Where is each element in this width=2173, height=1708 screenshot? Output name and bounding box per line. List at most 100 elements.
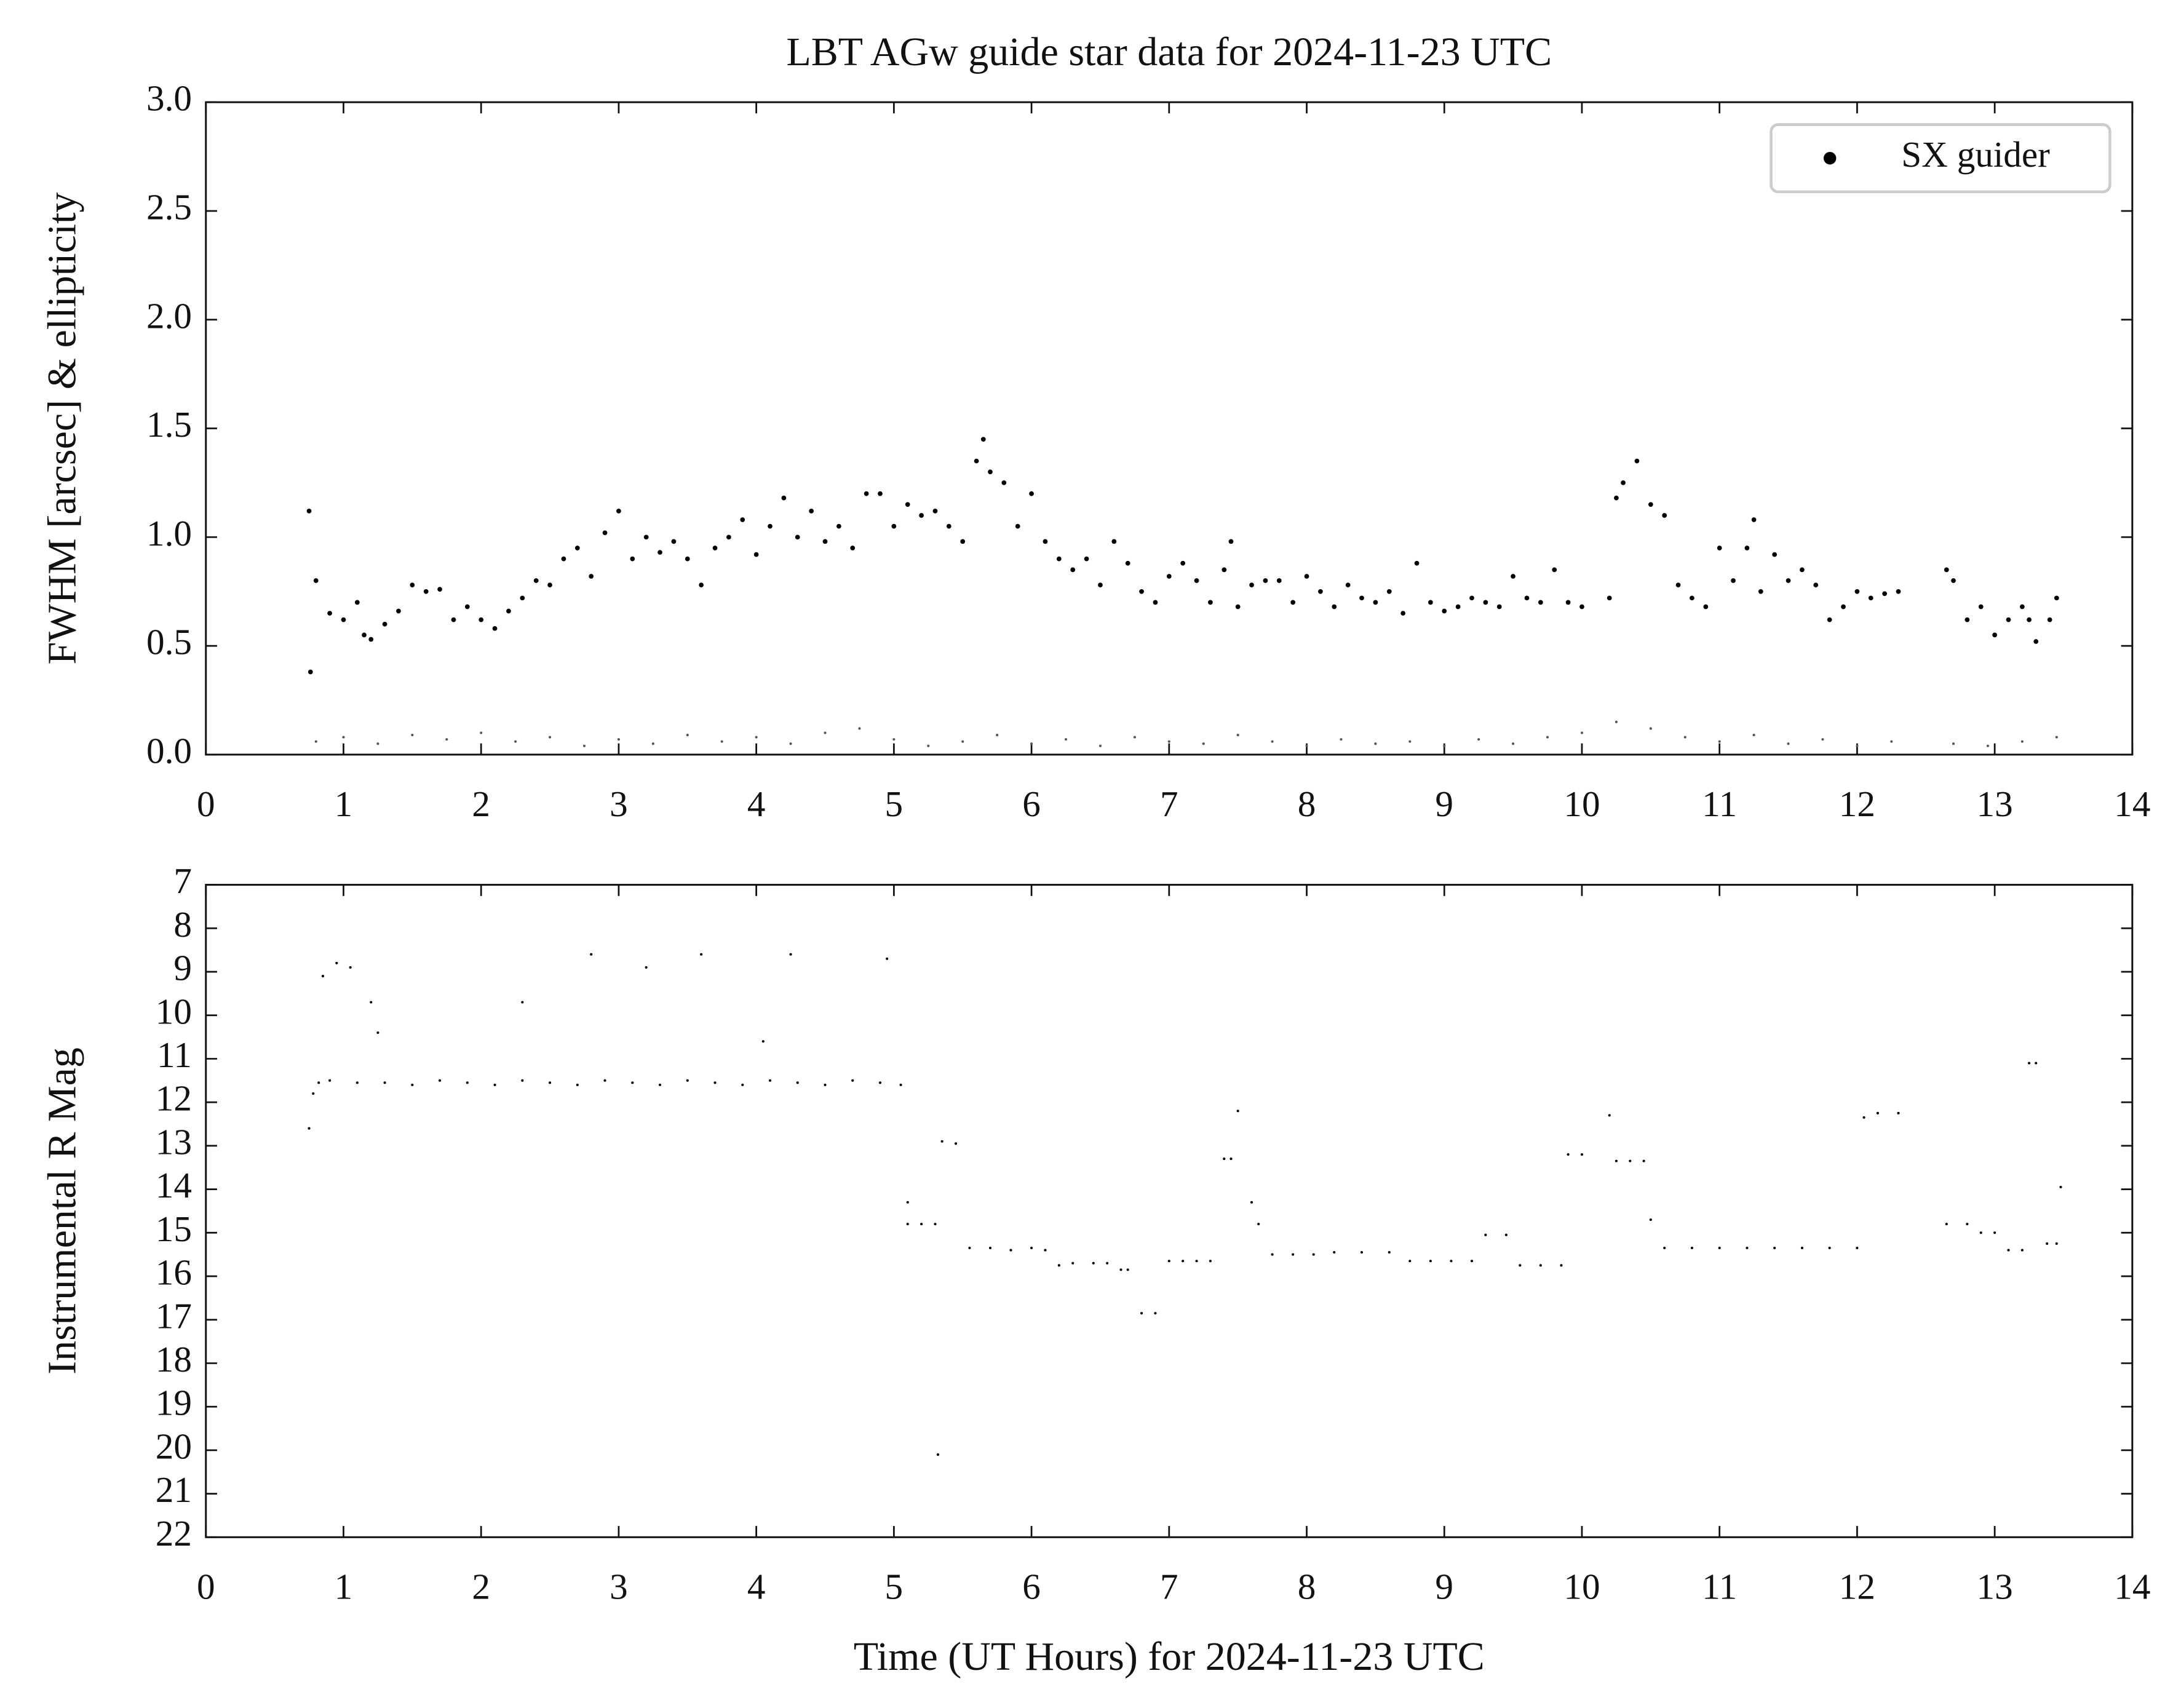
data-point	[1414, 560, 1420, 566]
data-point	[1070, 567, 1076, 573]
data-point	[1800, 1246, 1803, 1250]
x-tick-label: 5	[885, 1566, 904, 1607]
data-point	[630, 556, 635, 562]
data-point	[1182, 1260, 1185, 1263]
x-tick-label: 14	[2114, 784, 2150, 824]
data-point	[492, 626, 498, 631]
data-point	[974, 458, 979, 464]
data-point	[720, 740, 723, 743]
data-point	[934, 1223, 937, 1226]
data-point	[1230, 1158, 1233, 1161]
data-point	[1663, 1246, 1666, 1250]
data-point	[1675, 582, 1681, 587]
data-point	[514, 740, 517, 743]
data-point	[396, 608, 401, 614]
data-point	[1030, 742, 1033, 745]
data-point	[1629, 1159, 1632, 1162]
data-point	[1546, 736, 1549, 739]
x-axis-label: Time (UT Hours) for 2024-11-23 UTC	[854, 1634, 1485, 1679]
data-point	[506, 608, 511, 614]
data-point	[1263, 578, 1268, 583]
data-point	[645, 966, 648, 969]
data-point	[699, 582, 704, 587]
data-point	[789, 953, 792, 956]
data-point	[410, 582, 415, 587]
y-tick-label: 9	[173, 948, 192, 988]
data-point	[1966, 1223, 1969, 1226]
data-point	[1228, 539, 1234, 544]
data-point	[547, 582, 552, 587]
data-point	[892, 738, 896, 741]
data-point	[306, 509, 312, 514]
data-point	[1373, 600, 1378, 605]
data-point	[1856, 1246, 1859, 1250]
data-point	[411, 1083, 414, 1086]
data-point	[1312, 1253, 1315, 1256]
data-point	[1511, 574, 1516, 579]
data-point	[1084, 556, 1089, 562]
data-point	[451, 617, 456, 622]
data-point	[768, 1079, 772, 1082]
data-point	[631, 1081, 634, 1084]
x-tick-label: 9	[1435, 1566, 1453, 1607]
data-point	[1896, 589, 1901, 594]
data-point	[1400, 611, 1405, 616]
data-point	[1194, 578, 1199, 583]
data-point	[521, 1001, 524, 1004]
data-point	[899, 1083, 902, 1086]
data-point	[1428, 600, 1433, 605]
data-point	[796, 1081, 799, 1084]
x-tick-label: 1	[335, 784, 353, 824]
data-point	[317, 1081, 320, 1084]
data-point	[1125, 560, 1130, 566]
x-tick-label: 7	[1160, 784, 1178, 824]
data-point	[1703, 604, 1709, 610]
data-point	[1271, 740, 1274, 743]
data-point	[878, 491, 883, 496]
data-point	[589, 574, 594, 579]
data-point	[1579, 604, 1584, 610]
y-tick-label: 13	[156, 1121, 192, 1162]
data-point	[1292, 1253, 1295, 1256]
data-point	[1223, 1158, 1226, 1161]
data-point	[658, 1083, 662, 1086]
data-point	[383, 1081, 386, 1084]
data-point	[1360, 1251, 1364, 1254]
data-point	[1222, 567, 1227, 573]
data-point	[1496, 604, 1502, 610]
data-point	[1897, 1111, 1900, 1114]
data-point	[1056, 556, 1062, 562]
data-point	[2054, 595, 2059, 601]
y-tick-label: 2.0	[146, 295, 192, 336]
data-point	[1614, 495, 1619, 501]
x-tick-label: 10	[1563, 1566, 1600, 1607]
legend-marker	[1823, 151, 1837, 165]
data-point	[2033, 639, 2039, 644]
data-point	[423, 589, 429, 594]
data-point	[886, 957, 889, 960]
data-point	[1249, 582, 1254, 587]
data-point	[493, 1083, 496, 1086]
data-point	[905, 502, 910, 507]
data-point	[685, 556, 690, 562]
data-point	[920, 1223, 923, 1226]
data-point	[864, 491, 869, 496]
data-point	[1800, 567, 1805, 573]
data-point	[1333, 1251, 1336, 1254]
data-point	[321, 975, 324, 978]
data-point	[1986, 744, 1989, 747]
data-point	[1615, 720, 1618, 723]
data-point	[954, 1142, 958, 1145]
data-point	[327, 611, 332, 616]
data-point	[1098, 744, 1102, 747]
data-point	[1374, 742, 1377, 745]
data-point	[1752, 734, 1755, 737]
data-point	[1166, 574, 1172, 579]
data-point	[1560, 1264, 1563, 1267]
data-point	[927, 744, 930, 747]
data-point	[1773, 1246, 1776, 1250]
data-point	[1483, 600, 1488, 605]
y-tick-label: 20	[156, 1426, 192, 1466]
